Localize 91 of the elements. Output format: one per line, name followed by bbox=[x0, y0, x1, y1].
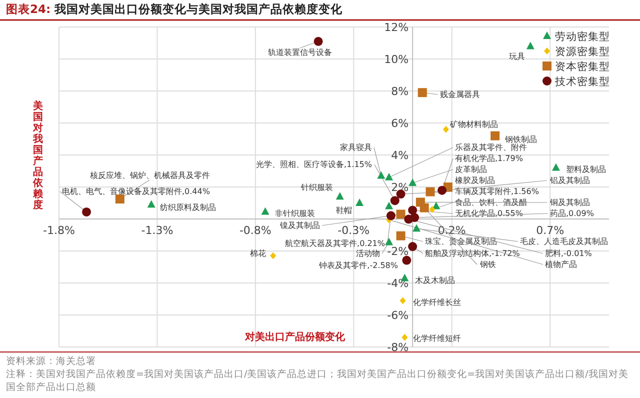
annotation: 光学、照相、医疗等设备,1.15% bbox=[256, 160, 372, 169]
text: 资料来源：海关总署 bbox=[6, 355, 97, 368]
point bbox=[552, 163, 560, 171]
point bbox=[402, 256, 412, 265]
annotation: 塑料及制品 bbox=[566, 165, 606, 174]
point bbox=[526, 42, 534, 50]
point bbox=[396, 210, 406, 219]
annotation: 棉花 bbox=[250, 249, 266, 258]
point bbox=[270, 252, 276, 260]
x-tick-label: -1.8% bbox=[43, 224, 75, 237]
annotation: 皮革制品 bbox=[455, 165, 487, 174]
point bbox=[396, 231, 406, 240]
annotation: 化学纤维短纤 bbox=[413, 334, 461, 343]
annotation: 铝及其制品 bbox=[549, 176, 590, 185]
annotation: 非针织服装 bbox=[275, 209, 315, 218]
x-axis-title: 对美出口产品份额变化 bbox=[244, 331, 346, 343]
annotation: 乐器及其零件、附件 bbox=[455, 143, 527, 152]
point bbox=[147, 200, 156, 208]
y-tick-label: 8% bbox=[391, 85, 409, 98]
y-tick-label: -2% bbox=[387, 245, 409, 258]
point bbox=[82, 207, 91, 216]
point bbox=[385, 238, 393, 246]
y-tick-label: -6% bbox=[387, 309, 409, 322]
annotation: 钟表及其零件,-2.58% bbox=[318, 261, 398, 270]
annotation: 矿物材料制品 bbox=[449, 120, 498, 129]
annotation: 轨道装置信号设备 bbox=[268, 48, 332, 57]
annotation: 纺织原料及制品 bbox=[160, 203, 216, 212]
annotation: 木及木制品 bbox=[415, 276, 455, 285]
annotation: 化学纤维长丝 bbox=[413, 298, 461, 307]
x-tick-label: -1.3% bbox=[141, 224, 174, 237]
point bbox=[490, 131, 500, 140]
annotation: 植物产品 bbox=[545, 260, 577, 269]
annotation: 铜及其制品 bbox=[549, 198, 590, 207]
annotation: 橡胶及制品 bbox=[455, 176, 495, 185]
point bbox=[408, 178, 417, 186]
point bbox=[356, 198, 364, 206]
point bbox=[426, 187, 435, 196]
annotation: 鞋帽 bbox=[336, 206, 352, 215]
point bbox=[429, 206, 436, 213]
point bbox=[408, 206, 418, 215]
y-tick-label: 2% bbox=[391, 181, 409, 194]
point bbox=[418, 88, 427, 98]
annotation: 针织服装 bbox=[300, 183, 333, 192]
x-tick-label: -0.8% bbox=[239, 224, 272, 237]
x-tick-label: 0.7% bbox=[536, 224, 564, 237]
annotation: 毛皮、人造毛皮及其制品 bbox=[520, 237, 608, 246]
point bbox=[390, 196, 400, 206]
point bbox=[400, 297, 406, 304]
text: 注释：美国对我国产品依赖度=我国对美国该产品出口/美国该产品总进口；我国对美国产品出口份额变化=我国对美国该产品出口额/我国对美国全部产品出口总额 bbox=[6, 368, 630, 394]
annotation: 航空航天器及其零件,0.21% bbox=[285, 239, 386, 248]
legend-label: 资源密集型 bbox=[555, 45, 610, 58]
y-tick-label: 10% bbox=[384, 53, 409, 66]
point bbox=[412, 224, 420, 232]
point bbox=[408, 242, 418, 252]
x-tick-label: 0.2% bbox=[438, 224, 466, 237]
annotation: 钢铁制品 bbox=[504, 135, 537, 144]
point bbox=[438, 186, 447, 195]
point bbox=[314, 36, 323, 46]
legend-label: 资本密集型 bbox=[555, 60, 610, 73]
y-tick-label: 4% bbox=[391, 149, 409, 162]
annotation: 钢铁 bbox=[479, 260, 496, 269]
annotation: 肥料,-0.01% bbox=[545, 249, 592, 258]
point bbox=[402, 334, 408, 341]
y-tick-label: 12% bbox=[384, 21, 409, 34]
annotation: 核反应堆、锅炉、机械器具及零件 bbox=[89, 171, 210, 180]
point bbox=[385, 172, 393, 180]
annotation: 船舶及浮动结构体,-1.72% bbox=[425, 249, 520, 258]
y-tick-label: 6% bbox=[391, 117, 409, 130]
annotation: 玩具 bbox=[509, 52, 525, 61]
point bbox=[385, 202, 393, 210]
annotation: 有机化学品,1.79% bbox=[455, 154, 524, 163]
point bbox=[420, 203, 429, 212]
legend-label: 技术密集型 bbox=[554, 75, 610, 88]
point bbox=[115, 194, 124, 204]
chart-title: 图表24: 我国对美国出口份额变化与美国对我国产品依赖度变化 bbox=[6, 2, 344, 16]
point bbox=[404, 214, 414, 224]
point bbox=[377, 171, 386, 179]
text: 美国对我国产品依赖度 bbox=[33, 101, 43, 211]
annotation: 家具寝具 bbox=[340, 143, 372, 152]
legend-label: 劳动密集型 bbox=[555, 30, 610, 43]
x-tick-label: -0.3% bbox=[338, 224, 370, 237]
annotation: 电机、电气、音像设备及其零附件,0.44% bbox=[62, 187, 210, 196]
point bbox=[386, 211, 396, 220]
point bbox=[336, 192, 344, 200]
annotation: 活动物 bbox=[356, 249, 380, 258]
annotation: 药品,0.09% bbox=[550, 209, 594, 218]
y-tick-label: -8% bbox=[387, 341, 409, 354]
annotation: 贱金属器具 bbox=[440, 90, 480, 99]
annotation: 镍及其制品 bbox=[279, 221, 320, 230]
point bbox=[261, 207, 270, 215]
point bbox=[442, 126, 449, 133]
